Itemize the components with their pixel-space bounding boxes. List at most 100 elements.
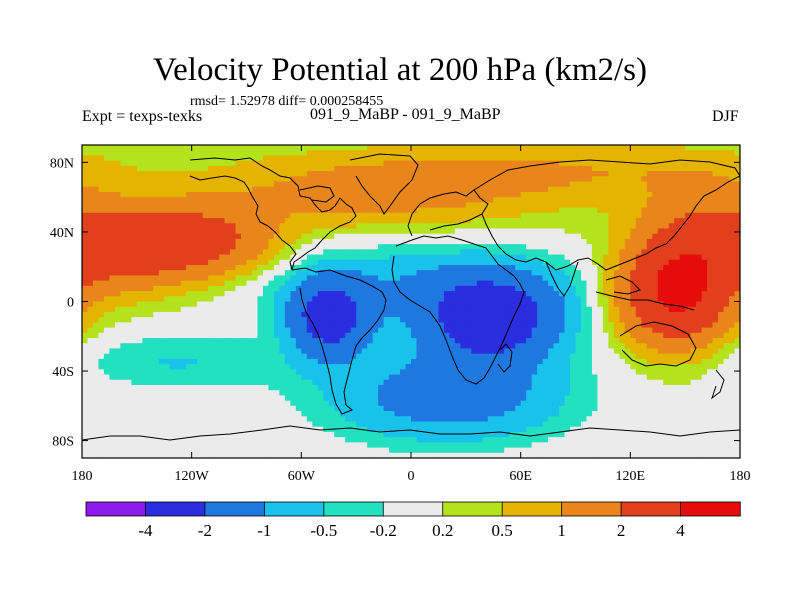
field-cell [646, 244, 653, 250]
field-cell [438, 218, 445, 224]
field-cell [613, 285, 620, 292]
field-cell [273, 233, 280, 240]
field-cell [586, 285, 593, 292]
field-cell [92, 270, 100, 277]
field-cell [652, 207, 659, 214]
field-cell [405, 171, 412, 177]
field-cell [487, 218, 494, 224]
field-cell [723, 296, 730, 303]
field-cell [602, 338, 609, 344]
field-cell [652, 176, 659, 183]
field-cell [586, 145, 593, 151]
field-cell [608, 332, 615, 339]
field-cell [515, 145, 522, 151]
field-cell [482, 223, 489, 230]
field-cell [246, 197, 253, 203]
field-cell [597, 270, 604, 277]
field-cell [290, 212, 297, 219]
field-cell [696, 171, 703, 177]
field-cell [175, 165, 182, 172]
field-cell [235, 165, 242, 172]
field-cell [515, 259, 522, 266]
field-cell [591, 249, 599, 256]
field-cell [685, 218, 692, 224]
field-cell [586, 264, 593, 271]
field-cell [405, 181, 412, 188]
field-cell [82, 311, 89, 318]
field-cell [471, 212, 478, 219]
field-cell [443, 322, 450, 329]
field-cell [493, 238, 500, 245]
field-cell [356, 202, 363, 209]
field-cell [520, 197, 527, 203]
field-cell [158, 228, 165, 235]
field-cell [542, 348, 549, 355]
field-cell [580, 145, 588, 151]
field-cell [323, 264, 330, 271]
field-cell [372, 322, 379, 329]
field-cell [262, 249, 270, 256]
field-cell [564, 254, 571, 261]
field-cell [427, 301, 434, 308]
field-cell [635, 327, 642, 334]
field-cell [235, 291, 242, 297]
field-cell [312, 301, 319, 308]
field-cell [635, 181, 642, 188]
field-cell [301, 348, 308, 355]
field-cell [290, 280, 297, 287]
field-cell [361, 358, 368, 365]
field-cell [696, 244, 703, 250]
field-cell [548, 223, 555, 230]
field-cell [537, 249, 544, 256]
field-cell [548, 191, 555, 198]
field-cell [186, 181, 193, 188]
field-cell [641, 202, 648, 209]
field-cell [729, 238, 736, 245]
field-cell [718, 317, 725, 323]
field-cell [345, 311, 352, 318]
field-cell [729, 228, 736, 235]
field-cell [416, 332, 423, 339]
field-cell [202, 322, 209, 329]
field-cell [262, 343, 270, 350]
field-cell [515, 332, 522, 339]
field-cell [575, 291, 582, 297]
field-cell [520, 317, 527, 323]
field-cell [279, 317, 286, 323]
field-cell [608, 317, 615, 323]
field-cell [679, 317, 686, 323]
field-cell [685, 275, 692, 282]
field-cell [526, 291, 533, 297]
field-cell [345, 259, 352, 266]
field-cell [652, 291, 659, 297]
field-cell [328, 155, 335, 162]
field-cell [460, 181, 467, 188]
field-cell [405, 338, 412, 344]
field-cell [685, 332, 692, 339]
field-cell [504, 165, 511, 172]
field-cell [531, 212, 538, 219]
field-cell [723, 317, 730, 323]
field-cell [257, 327, 264, 334]
field-cell [356, 322, 363, 329]
field-cell [378, 160, 385, 167]
field-cell [394, 212, 401, 219]
field-cell [312, 171, 319, 177]
field-cell [416, 238, 423, 245]
field-cell [158, 181, 165, 188]
field-cell [657, 244, 664, 250]
field-cell [454, 358, 461, 365]
field-cell [334, 212, 341, 219]
field-cell [268, 218, 275, 224]
field-cell [652, 332, 659, 339]
field-cell [504, 202, 511, 209]
field-cell [668, 259, 675, 266]
field-cell [723, 171, 730, 177]
field-cell [438, 343, 445, 350]
field-cell [82, 327, 89, 334]
field-cell [175, 238, 182, 245]
field-cell [465, 186, 472, 193]
field-cell [334, 311, 341, 318]
field-cell [317, 280, 324, 287]
field-cell [487, 233, 494, 240]
